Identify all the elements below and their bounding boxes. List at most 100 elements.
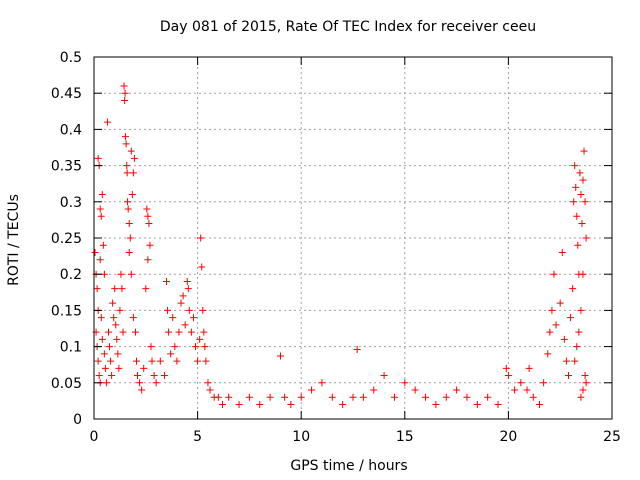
data-point: [422, 393, 430, 401]
data-point: [130, 154, 138, 162]
data-point: [564, 372, 572, 380]
data-point: [550, 270, 558, 278]
data-point: [581, 372, 589, 380]
data-point: [201, 343, 209, 351]
data-point: [147, 343, 155, 351]
data-point: [100, 270, 108, 278]
data-point: [529, 393, 537, 401]
data-point: [96, 256, 104, 264]
data-point: [121, 96, 129, 104]
data-point: [380, 372, 388, 380]
data-point: [567, 314, 575, 322]
data-point: [353, 345, 361, 353]
data-point: [144, 212, 152, 220]
data-point: [128, 191, 136, 199]
data-point: [93, 285, 101, 293]
y-axis-label: ROTI / TECUs: [6, 194, 22, 286]
data-point: [197, 234, 205, 242]
data-point: [127, 270, 135, 278]
data-point: [125, 220, 133, 228]
data-point: [579, 386, 587, 394]
data-point: [160, 372, 168, 380]
data-point: [453, 386, 461, 394]
data-point: [535, 401, 543, 409]
y-tick-label: 0.45: [51, 86, 82, 102]
data-point: [99, 241, 107, 249]
y-tick-label: 0.5: [60, 50, 82, 66]
data-point: [576, 169, 584, 177]
data-point: [572, 183, 580, 191]
data-point: [110, 314, 118, 322]
data-point: [143, 205, 151, 213]
data-point: [562, 357, 570, 365]
data-point: [121, 89, 129, 97]
data-point: [123, 162, 131, 170]
data-point: [194, 357, 202, 365]
data-point: [181, 321, 189, 329]
data-point: [129, 314, 137, 322]
x-tick-label: 25: [603, 429, 621, 445]
data-point: [138, 386, 146, 394]
data-point: [102, 379, 110, 387]
data-point: [202, 357, 210, 365]
data-point: [185, 306, 193, 314]
data-point: [432, 401, 440, 409]
data-point: [540, 379, 548, 387]
data-point: [132, 357, 140, 365]
data-point: [114, 350, 122, 358]
data-point: [148, 357, 156, 365]
data-point: [121, 133, 129, 141]
data-point: [318, 379, 326, 387]
data-point: [544, 350, 552, 358]
data-point: [105, 328, 113, 336]
y-tick-label: 0.2: [60, 267, 82, 283]
data-point: [463, 393, 471, 401]
data-point: [359, 393, 367, 401]
data-point: [411, 386, 419, 394]
y-tick-label: 0.1: [60, 340, 82, 356]
data-point: [256, 401, 264, 409]
data-point: [390, 393, 398, 401]
data-point: [511, 386, 519, 394]
data-point: [235, 401, 243, 409]
data-point: [120, 82, 128, 90]
data-point: [287, 401, 295, 409]
data-point: [574, 241, 582, 249]
x-tick-labels: 0 5 10 15 20 25: [90, 429, 621, 445]
data-point: [134, 372, 142, 380]
y-tick-label: 0.3: [60, 195, 82, 211]
data-point: [179, 292, 187, 300]
data-point: [206, 386, 214, 394]
x-tick-label: 20: [499, 429, 517, 445]
data-point: [504, 372, 512, 380]
data-point: [225, 393, 233, 401]
data-point: [560, 335, 568, 343]
data-point: [218, 401, 226, 409]
data-point: [94, 154, 102, 162]
data-point: [142, 285, 150, 293]
data-point: [124, 205, 132, 213]
data-point: [276, 352, 284, 360]
y-tick-label: 0: [73, 412, 82, 428]
data-point: [558, 248, 566, 256]
data-point: [494, 401, 502, 409]
data-point: [150, 372, 158, 380]
data-point: [175, 328, 183, 336]
data-point: [146, 241, 154, 249]
data-point: [117, 270, 125, 278]
data-point: [173, 357, 181, 365]
grid-lines: [94, 57, 612, 419]
data-point: [107, 357, 115, 365]
data-point: [442, 393, 450, 401]
data-point: [103, 118, 111, 126]
data-point: [115, 364, 123, 372]
data-point: [349, 393, 357, 401]
data-point: [111, 285, 119, 293]
data-point: [546, 328, 554, 336]
data-point: [127, 147, 135, 155]
data-point: [91, 248, 99, 256]
data-point: [571, 357, 579, 365]
x-tick-label: 5: [193, 429, 202, 445]
data-point: [136, 379, 144, 387]
data-point: [131, 328, 139, 336]
